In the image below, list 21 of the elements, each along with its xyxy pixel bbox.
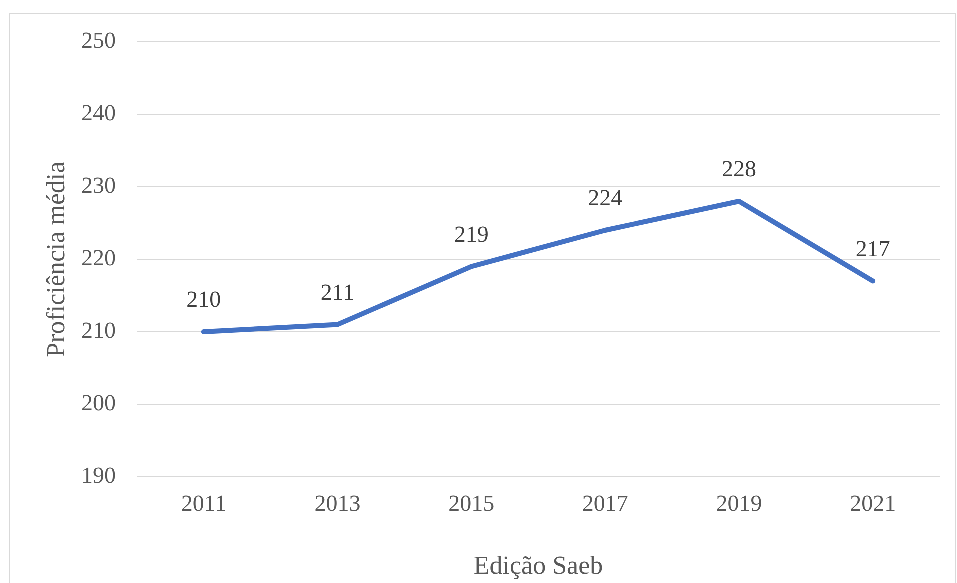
- y-tick-label: 190: [82, 463, 116, 488]
- data-label: 211: [320, 280, 355, 305]
- x-tick-label: 2013: [314, 490, 361, 516]
- data-label: 224: [588, 186, 624, 211]
- x-tick-label: 2017: [582, 490, 628, 516]
- y-tick-label: 240: [82, 100, 116, 126]
- y-tick-label: 230: [82, 173, 116, 198]
- y-tick-label: 200: [82, 390, 116, 416]
- data-label: 219: [454, 222, 489, 247]
- x-tick-label: 2021: [850, 490, 896, 516]
- data-label: 210: [186, 287, 222, 312]
- x-tick-label: 2019: [716, 490, 762, 516]
- y-axis-title: Proficiência média: [41, 161, 70, 358]
- data-label: 217: [856, 236, 890, 262]
- x-tick-label: 2011: [181, 490, 226, 516]
- y-tick-label: 210: [82, 318, 116, 344]
- x-tick-label: 2015: [448, 490, 495, 516]
- data-label: 228: [722, 156, 756, 182]
- x-axis-title: Edição Saeb: [474, 551, 604, 580]
- y-tick-label: 220: [82, 246, 116, 271]
- y-tick-label: 250: [82, 28, 116, 54]
